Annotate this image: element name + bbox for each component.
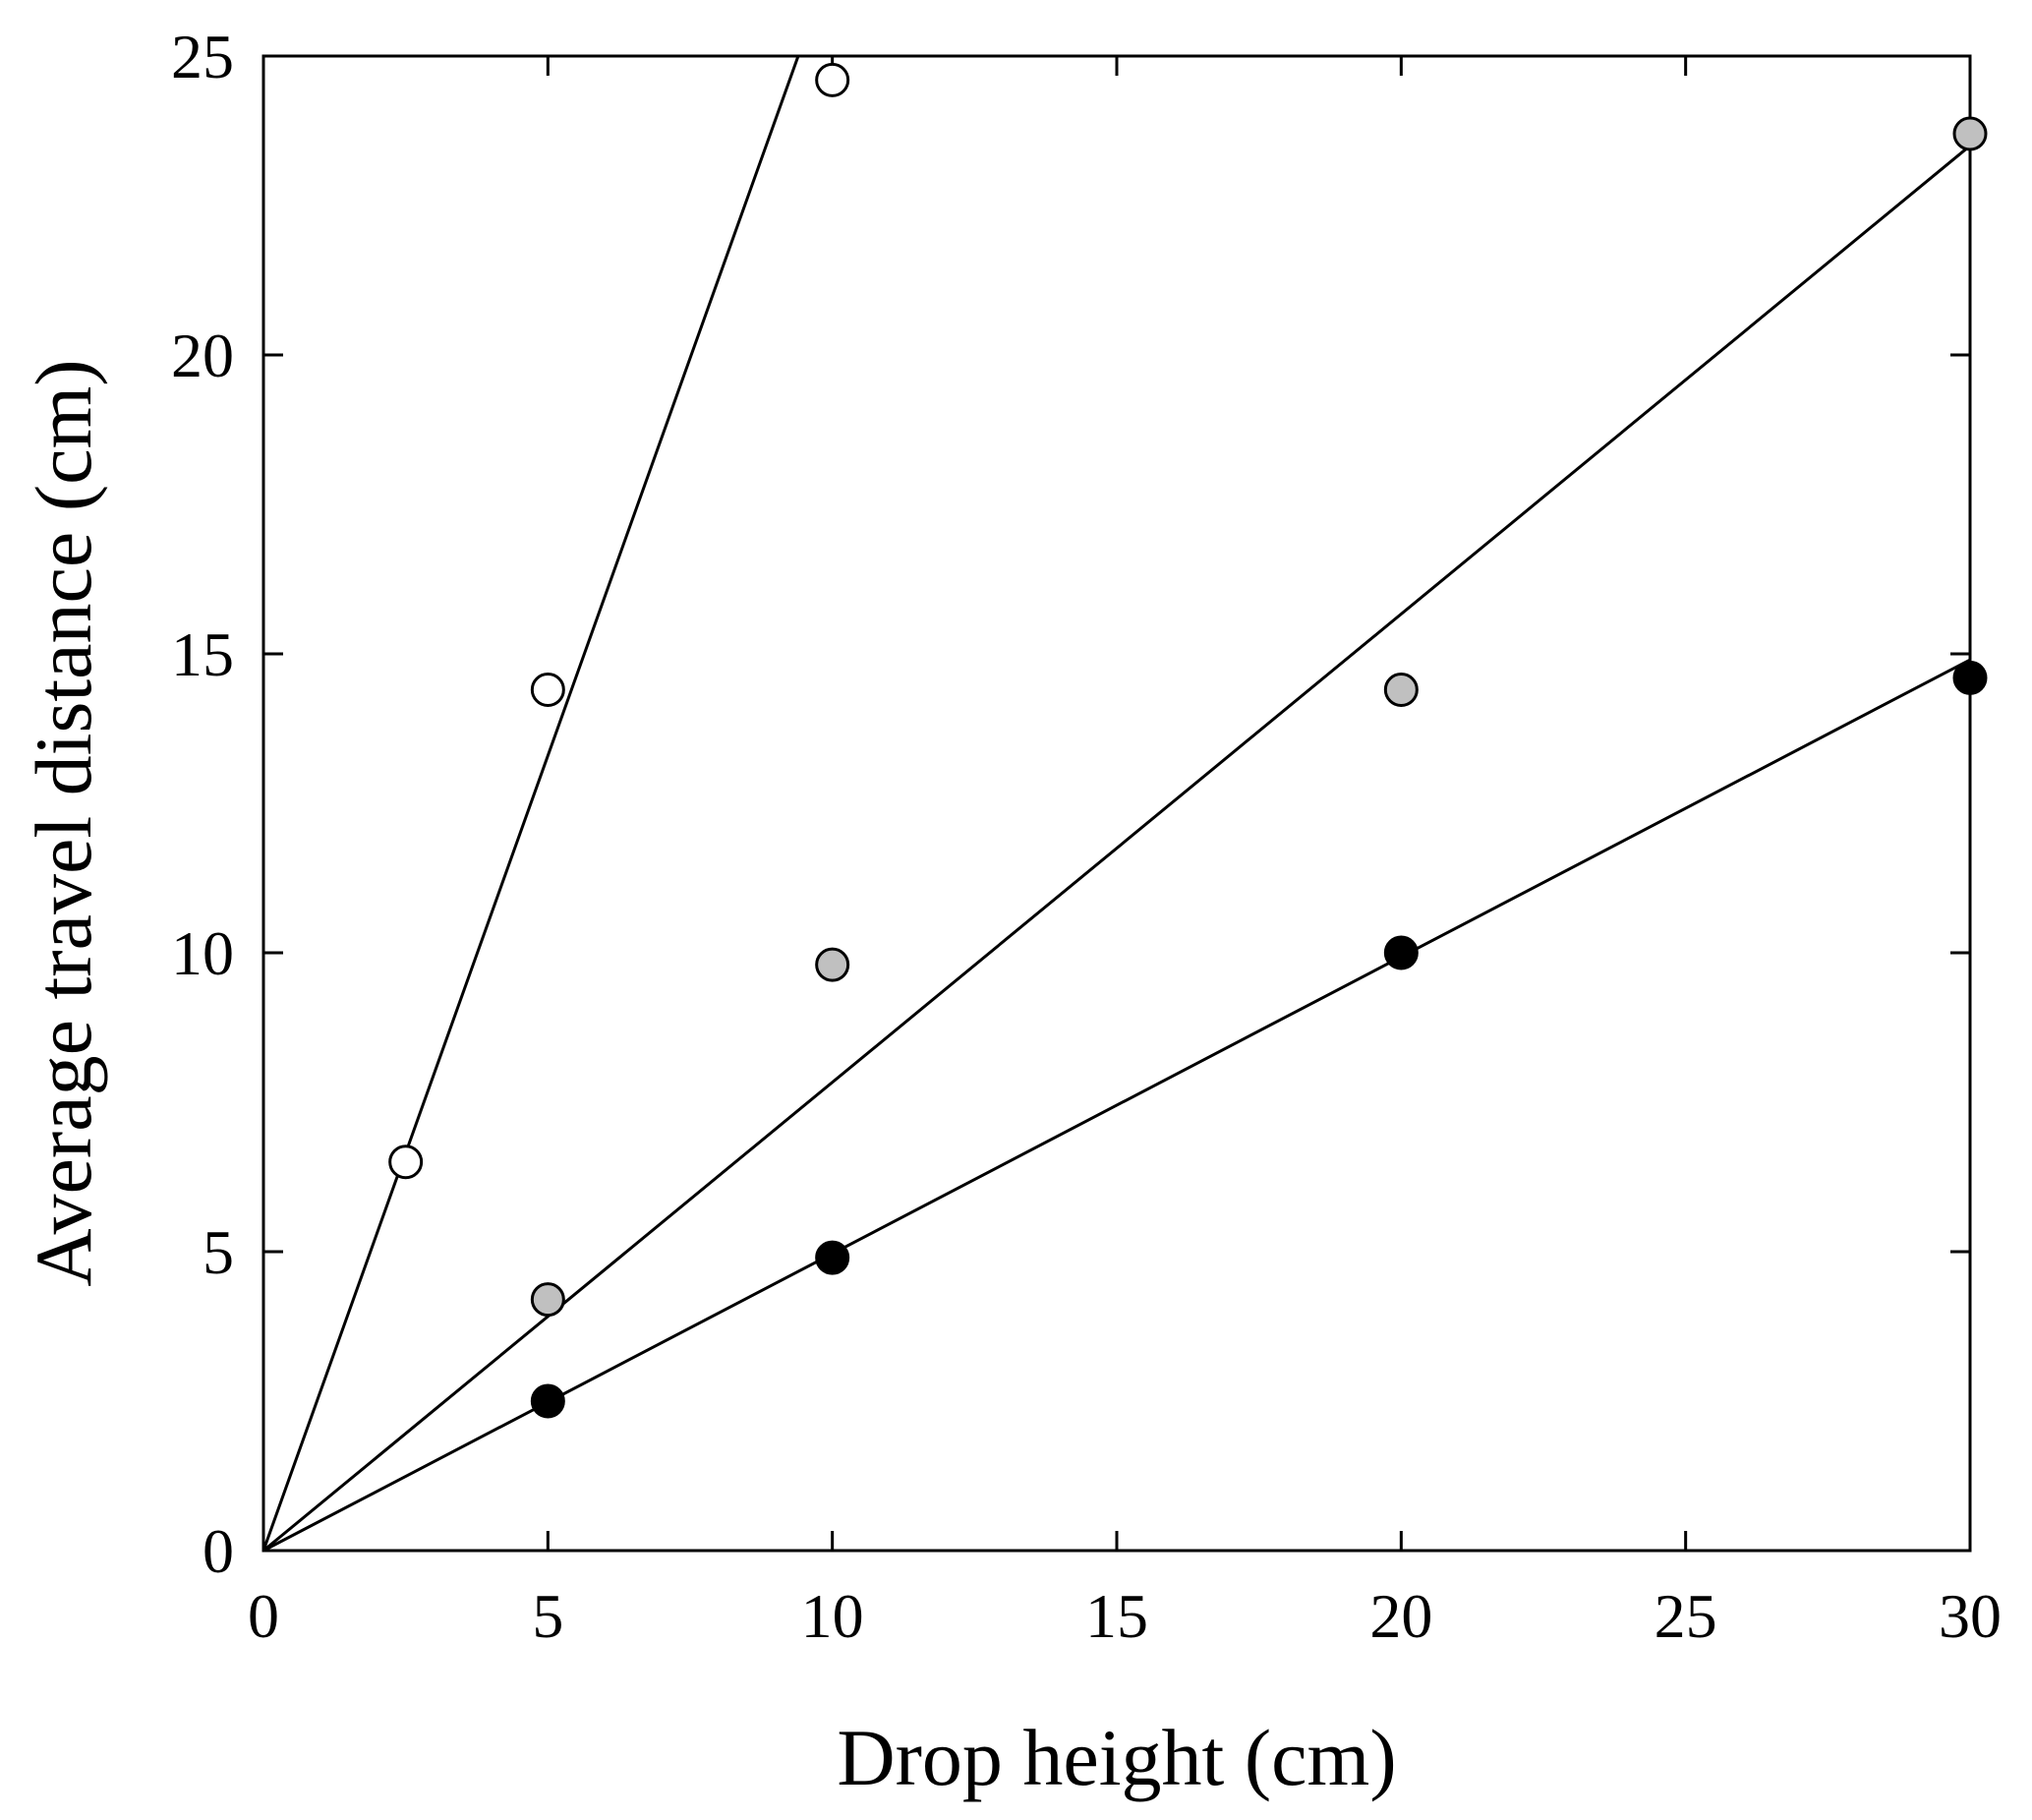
y-tick-label: 25 xyxy=(171,22,234,91)
data-point-series-2 xyxy=(530,1282,565,1318)
y-axis-title: Average travel distance (cm) xyxy=(19,359,108,1286)
y-tick-label: 15 xyxy=(171,619,234,689)
y-tick-label: 5 xyxy=(203,1217,234,1287)
x-tick-label: 10 xyxy=(801,1581,864,1651)
x-tick-label: 5 xyxy=(532,1581,563,1651)
y-tick-label: 10 xyxy=(171,918,234,988)
data-point-series-3 xyxy=(1383,935,1419,970)
x-tick-label: 20 xyxy=(1369,1581,1432,1651)
data-point-series-1 xyxy=(388,1145,424,1180)
fit-line-series-2 xyxy=(262,145,1971,1553)
x-tick-label: 25 xyxy=(1655,1581,1717,1651)
data-point-series-1 xyxy=(815,62,850,97)
data-point-series-1 xyxy=(530,672,565,707)
plot-frame xyxy=(261,54,1972,1553)
x-tick-label: 15 xyxy=(1085,1581,1148,1651)
fit-line-series-1 xyxy=(261,55,800,1552)
y-tick-label: 20 xyxy=(171,321,234,390)
data-points xyxy=(388,62,1988,1419)
data-point-series-2 xyxy=(1383,672,1419,707)
y-tick-label: 0 xyxy=(203,1516,234,1586)
x-tick-label: 30 xyxy=(1939,1581,2002,1651)
fit-line-series-3 xyxy=(262,658,1971,1553)
data-point-series-3 xyxy=(530,1383,565,1419)
data-point-series-3 xyxy=(1952,660,1988,695)
x-axis-title: Drop height (cm) xyxy=(837,1713,1396,1802)
fit-lines xyxy=(261,55,1971,1553)
data-point-series-3 xyxy=(815,1240,850,1275)
data-point-series-2 xyxy=(815,947,850,982)
x-tick-label: 0 xyxy=(248,1581,279,1651)
data-point-series-2 xyxy=(1952,116,1988,151)
tick-labels: 0 5 10 15 20 25 30 0 5 10 15 20 25 xyxy=(171,22,2002,1651)
axis-ticks xyxy=(261,54,1972,1553)
